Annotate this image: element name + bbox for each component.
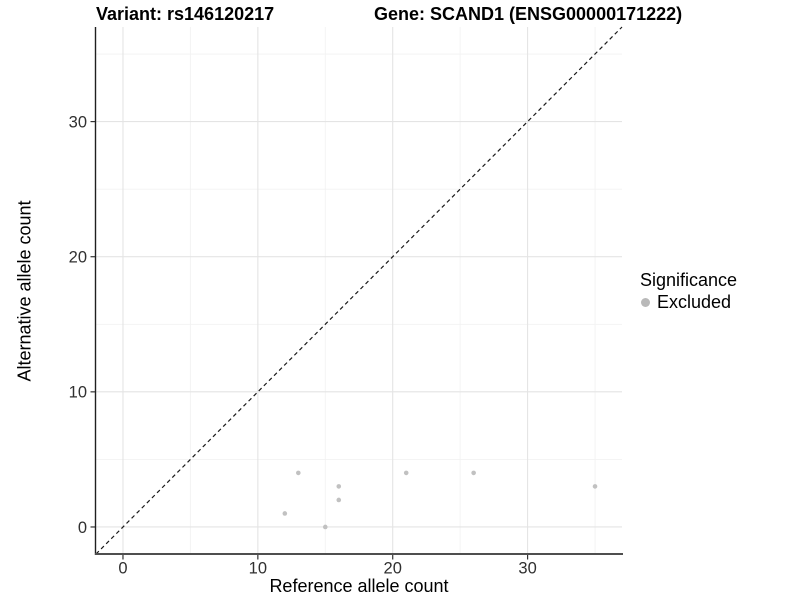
x-tick-label: 0 [118, 560, 127, 578]
x-tick-label: 10 [249, 560, 267, 578]
legend-title: Significance [640, 270, 738, 290]
x-axis-title: Reference allele count [269, 576, 449, 596]
data-point [336, 484, 342, 489]
legend-item-label: Excluded [657, 292, 732, 312]
x-tick-label: 30 [518, 560, 536, 578]
excluded-point-icon [641, 298, 650, 307]
data-point [322, 524, 328, 530]
data-point [403, 470, 409, 476]
plot-title-variant: Variant: rs146120217 [96, 4, 275, 24]
y-tick-label: 10 [69, 384, 87, 402]
y-tick-label: 0 [78, 519, 87, 537]
data-point [592, 484, 598, 489]
y-tick-label: 20 [69, 249, 87, 267]
legend: Significance Excluded [640, 270, 737, 313]
legend-item-excluded: Excluded [640, 292, 737, 313]
y-tick-label: 30 [69, 113, 87, 131]
plot-title-gene: Gene: SCAND1 (ENSG00000171222) [374, 4, 683, 24]
identity-line [95, 26, 623, 555]
data-point [471, 470, 476, 476]
data-point [336, 497, 342, 503]
x-tick-label: 20 [384, 560, 402, 578]
data-point [296, 470, 301, 476]
data-point [282, 511, 288, 516]
